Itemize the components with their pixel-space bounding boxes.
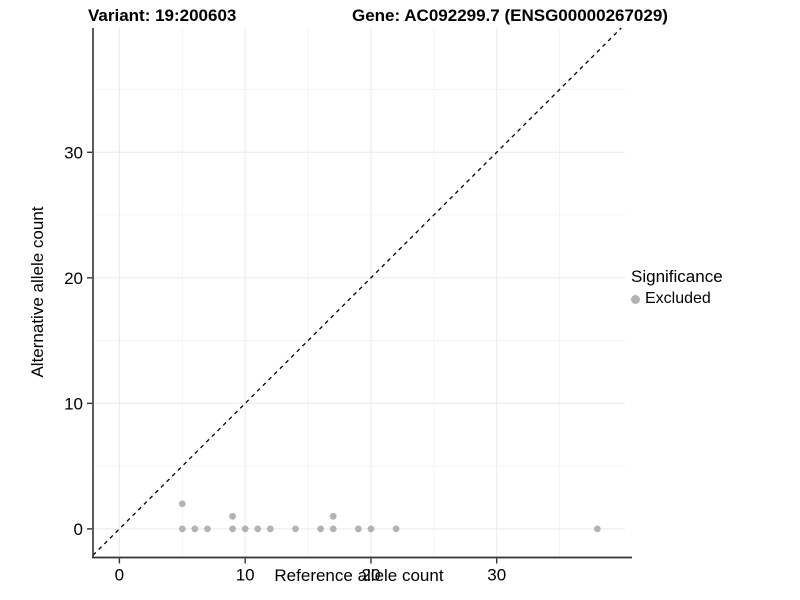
y-tick-label: 0 (74, 520, 83, 539)
identity-line (92, 27, 622, 556)
data-point (178, 500, 186, 508)
legend-title: Significance (631, 267, 723, 286)
data-point (254, 525, 262, 533)
data-point (367, 525, 375, 533)
data-point (229, 512, 237, 520)
legend-point-icon (631, 294, 640, 304)
data-point (593, 525, 601, 533)
x-tick-label: 20 (361, 566, 380, 585)
x-axis-label: Reference allele count (274, 566, 444, 585)
data-point (354, 525, 362, 533)
y-tick-label: 10 (64, 394, 83, 413)
data-point (329, 525, 337, 533)
legend: Significance Excluded (631, 267, 723, 308)
variant-title: Variant: 19:200603 (88, 6, 237, 25)
data-point (317, 525, 325, 533)
data-point (392, 525, 400, 533)
data-point (241, 525, 249, 533)
y-tick-label: 30 (64, 143, 83, 162)
data-point (292, 525, 299, 533)
x-tick-label: 0 (115, 566, 124, 585)
data-point (178, 525, 186, 533)
data-point (266, 525, 274, 533)
data-point (191, 525, 199, 533)
x-tick-label: 30 (487, 566, 506, 585)
y-axis-label: Alternative allele count (28, 206, 47, 378)
data-point (204, 525, 211, 533)
x-tick-label: 10 (236, 566, 255, 585)
legend-item-label: Excluded (645, 290, 711, 307)
legend-item: Excluded (631, 290, 723, 308)
data-point (229, 525, 237, 533)
gene-title: Gene: AC092299.7 (ENSG00000267029) (352, 6, 668, 25)
y-tick-label: 20 (64, 269, 83, 288)
data-point (329, 512, 337, 520)
